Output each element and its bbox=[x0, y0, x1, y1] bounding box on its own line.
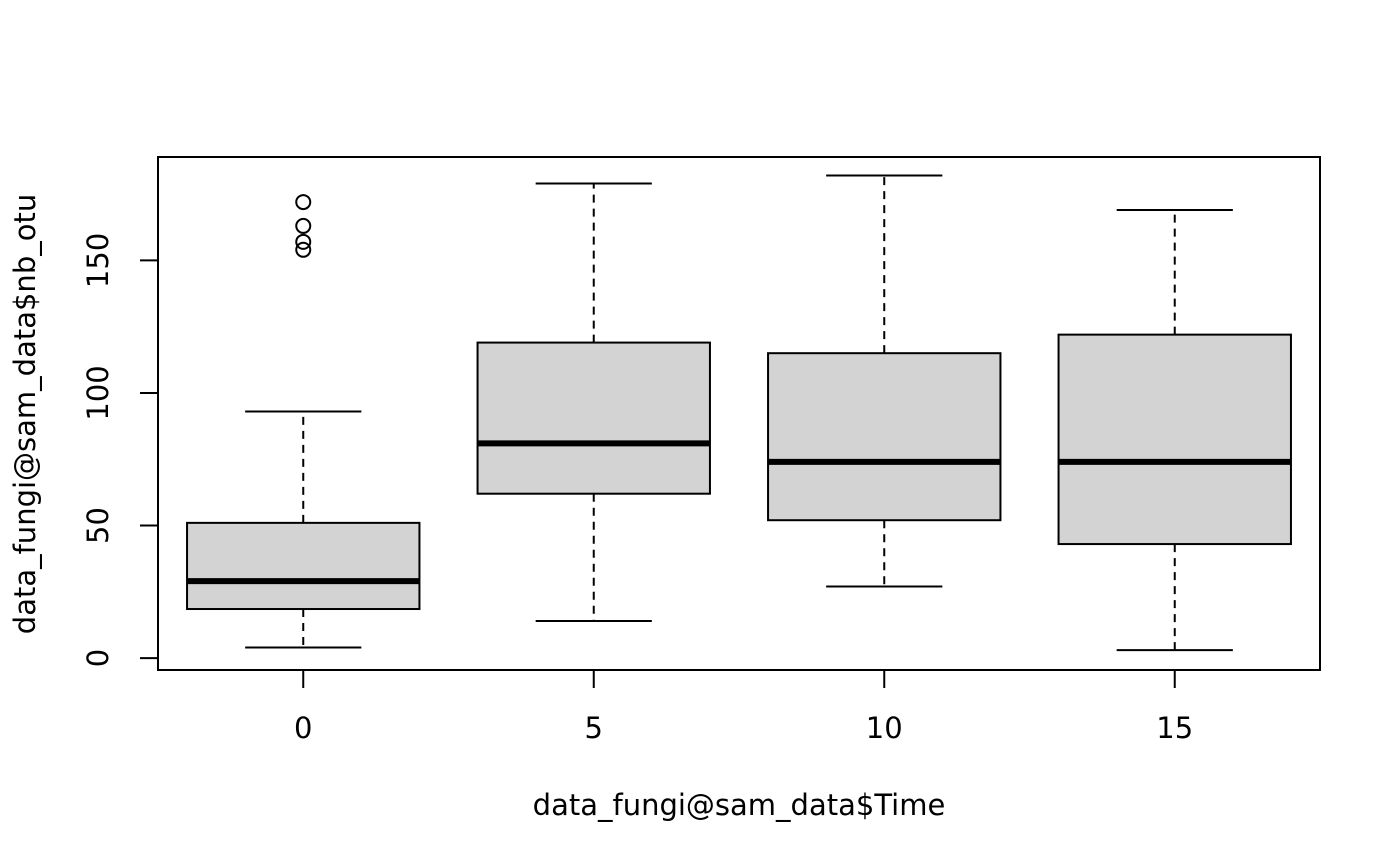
iqr-box-10 bbox=[767, 352, 1002, 522]
outlier-point-0-2 bbox=[295, 217, 312, 234]
outlier-point-0-0 bbox=[295, 241, 312, 258]
iqr-box-0 bbox=[186, 521, 421, 611]
y-axis-title: data_fungi@sam_data$nb_otu bbox=[8, 194, 42, 634]
iqr-box-5 bbox=[476, 341, 711, 495]
boxes-layer bbox=[186, 174, 1292, 652]
x-tick-label-15: 15 bbox=[1156, 711, 1193, 745]
box-0 bbox=[186, 194, 421, 649]
x-tick-label-0: 0 bbox=[294, 711, 312, 745]
y-tick-label-0: 0 bbox=[81, 649, 115, 667]
y-axis: 0 50 100 150 bbox=[81, 233, 159, 667]
x-tick-label-10: 10 bbox=[866, 711, 903, 745]
iqr-box-15 bbox=[1057, 333, 1292, 546]
y-tick-label-100: 100 bbox=[81, 365, 115, 420]
y-tick-label-150: 150 bbox=[81, 233, 115, 288]
x-axis-title: data_fungi@sam_data$Time bbox=[533, 788, 946, 822]
box-10 bbox=[767, 174, 1002, 588]
y-tick-label-50: 50 bbox=[81, 507, 115, 544]
box-15 bbox=[1057, 209, 1292, 652]
box-5 bbox=[476, 182, 711, 622]
outlier-point-0-1 bbox=[295, 233, 312, 250]
x-tick-label-5: 5 bbox=[585, 711, 603, 745]
x-axis: 0 5 10 15 bbox=[294, 669, 1193, 745]
outlier-point-0-3 bbox=[295, 194, 312, 211]
